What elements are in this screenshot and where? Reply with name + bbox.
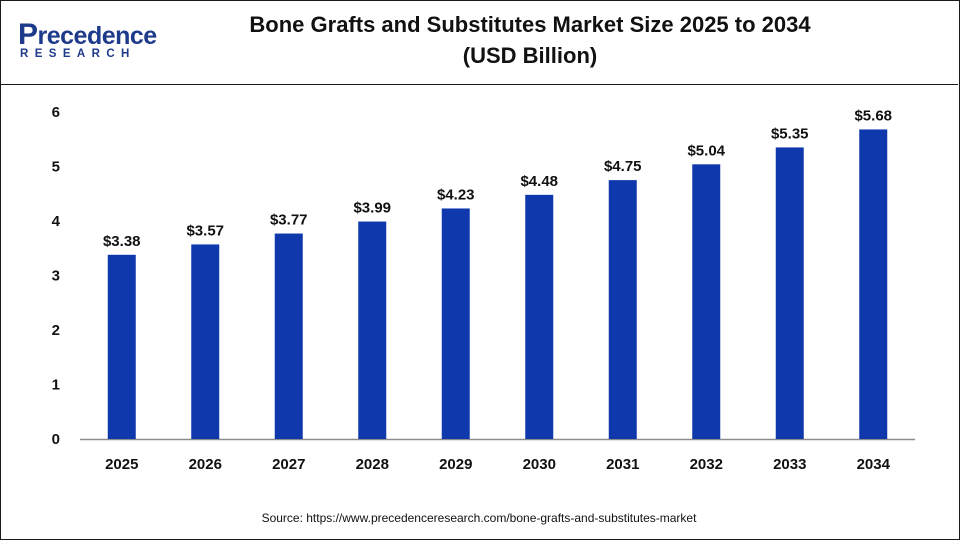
- data-label-2031: $4.75: [604, 158, 642, 175]
- x-tick-label-2034: 2034: [857, 456, 891, 473]
- bar-2027: [274, 233, 303, 439]
- precedence-research-logo: Precedence RESEARCH: [18, 18, 168, 66]
- y-tick-label-5: 5: [52, 159, 60, 176]
- x-tick-label-2028: 2028: [356, 456, 389, 473]
- logo-initial: P: [18, 18, 38, 51]
- y-tick-label-4: 4: [52, 213, 61, 230]
- bar-2026: [191, 244, 220, 439]
- data-label-2025: $3.38: [103, 233, 141, 250]
- data-label-2028: $3.99: [353, 200, 391, 217]
- x-tick-label-2031: 2031: [606, 456, 639, 473]
- y-tick-label-2: 2: [52, 322, 60, 339]
- header: Precedence RESEARCH Bone Grafts and Subs…: [0, 0, 958, 85]
- source-text: Source: https://www.precedenceresearch.c…: [261, 511, 697, 525]
- x-tick-label-2030: 2030: [523, 456, 556, 473]
- bar-2034: [859, 129, 888, 439]
- bar-2033: [775, 147, 804, 440]
- data-label-2032: $5.04: [687, 142, 725, 159]
- logo-subtitle: RESEARCH: [20, 48, 136, 60]
- data-label-2027: $3.77: [270, 212, 308, 229]
- bar-2031: [608, 180, 637, 439]
- chart-title: Bone Grafts and Substitutes Market Size …: [249, 12, 811, 37]
- logo-wordmark-rest: recedence: [37, 22, 158, 50]
- bar-2025: [107, 254, 136, 439]
- y-tick-label-1: 1: [52, 377, 60, 394]
- bar-2030: [525, 194, 554, 439]
- data-label-2029: $4.23: [437, 186, 475, 203]
- x-tick-label-2029: 2029: [439, 456, 472, 473]
- x-tick-label-2025: 2025: [105, 456, 138, 473]
- bar-2028: [358, 221, 387, 439]
- y-tick-label-3: 3: [52, 268, 60, 285]
- data-label-2030: $4.48: [520, 173, 558, 190]
- x-tick-label-2027: 2027: [272, 456, 305, 473]
- x-tick-label-2032: 2032: [690, 456, 723, 473]
- x-tick-label-2033: 2033: [773, 456, 806, 473]
- bar-2032: [692, 164, 721, 439]
- y-tick-label-6: 6: [52, 104, 60, 121]
- y-tick-label-0: 0: [52, 431, 60, 448]
- data-label-2034: $5.68: [854, 107, 892, 124]
- data-label-2033: $5.35: [771, 125, 809, 142]
- logo-wordmark: Precedence: [18, 18, 157, 52]
- chart-subtitle: (USD Billion): [462, 43, 598, 68]
- data-label-2026: $3.57: [186, 222, 224, 239]
- x-tick-label-2026: 2026: [189, 456, 222, 473]
- bar-chart: 0 1 2 3 4 5 6 $3.38 2025 $3.57 2026 $3.77 2027 $3.99 2…: [52, 104, 915, 473]
- bar-2029: [441, 208, 470, 439]
